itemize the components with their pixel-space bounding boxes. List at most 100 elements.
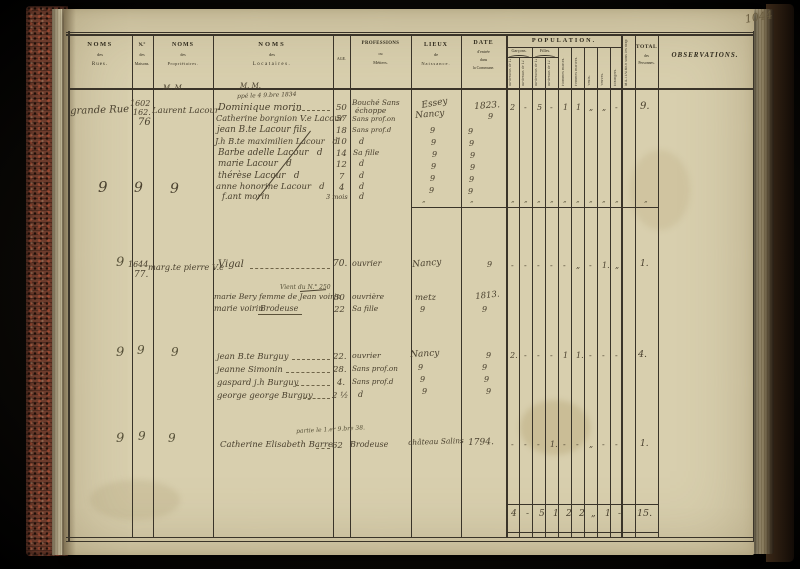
tenant-name: gaspard j.h Burguy bbox=[217, 377, 299, 387]
column-total: 4 bbox=[511, 509, 517, 519]
mm-annotation: M. M. bbox=[240, 82, 262, 90]
column-header-sub: Veufs. bbox=[588, 75, 591, 86]
column-total: - bbox=[526, 509, 530, 519]
profession-value: Sans prof.d bbox=[352, 377, 394, 386]
ditto-squiggle: 9 bbox=[116, 255, 125, 270]
population-count: - bbox=[563, 440, 566, 449]
table-rule bbox=[658, 34, 660, 537]
tenant-name: marie Bery femme de Jean voirin bbox=[214, 292, 342, 301]
page-stain bbox=[90, 480, 180, 520]
table-rule bbox=[558, 47, 559, 537]
ditto-squiggle: 9 bbox=[420, 375, 426, 384]
ditto-mark: „ bbox=[615, 196, 619, 204]
column-header-professions: Métiers. bbox=[373, 60, 388, 65]
profession-value: Sans prof.on bbox=[352, 115, 396, 123]
ditto-squiggle: 9 bbox=[429, 186, 435, 195]
column-header-sub: Hommes mariés. bbox=[562, 57, 565, 86]
ditto-squiggle: 9 bbox=[486, 387, 492, 396]
tenant-name: marie voirin bbox=[214, 304, 264, 313]
population-count: - bbox=[537, 261, 540, 270]
population-count: - bbox=[524, 351, 527, 360]
column-header-date: la Commune. bbox=[472, 65, 495, 70]
tenant-name: george george Burguy bbox=[217, 390, 313, 400]
column-total: - bbox=[618, 509, 622, 519]
ditto-squiggle: 9 bbox=[470, 163, 476, 172]
mm-annotation: M. M. bbox=[163, 84, 185, 92]
profession-value: Sa fille bbox=[352, 304, 379, 313]
table-rule bbox=[66, 537, 754, 539]
profession-value: Sans prof.on bbox=[352, 364, 398, 373]
ditto-squiggle: 9 bbox=[134, 180, 143, 196]
column-header-professions: ou bbox=[378, 51, 383, 56]
table-rule bbox=[350, 34, 351, 537]
entry-date: 1823. bbox=[473, 100, 501, 112]
ditto-squiggle: 9 bbox=[468, 187, 474, 196]
tenant-name: Catherine borgnion V.e Lacour bbox=[216, 113, 344, 123]
ditto-mark: d bbox=[359, 170, 365, 180]
population-count: 5 bbox=[537, 103, 543, 112]
column-header-sub: Étrangers. bbox=[614, 68, 617, 87]
leader-dashes bbox=[292, 110, 330, 111]
table-rule bbox=[752, 31, 754, 541]
table-rule bbox=[68, 88, 753, 90]
tenant-name: jean B.te Burguy bbox=[217, 351, 289, 361]
tenant-name: jean B.te Lacour fils bbox=[217, 124, 307, 135]
age-value: 10 bbox=[336, 137, 347, 147]
leader-dashes bbox=[296, 385, 330, 386]
column-total: 1 bbox=[605, 509, 611, 519]
birthplace: metz bbox=[415, 293, 436, 303]
leader-dashes bbox=[292, 359, 330, 360]
column-header-lieux: de bbox=[433, 52, 439, 57]
age-value: 62 bbox=[332, 441, 343, 451]
birthplace: château Salins bbox=[407, 436, 464, 447]
header-brace bbox=[508, 55, 530, 58]
table-rule bbox=[635, 34, 636, 537]
ditto-squiggle: 9 bbox=[430, 126, 436, 135]
column-header-rues: Rues. bbox=[91, 62, 109, 67]
ditto-mark: d bbox=[359, 159, 365, 168]
population-count: - bbox=[576, 440, 579, 449]
profession-value: Bouché Sans bbox=[352, 98, 400, 107]
column-header-maisons: N.° bbox=[138, 43, 146, 48]
ditto-squiggle: 9 bbox=[418, 363, 424, 372]
table-rule bbox=[506, 57, 558, 58]
age-value: 18 bbox=[336, 125, 347, 136]
profession-value: ouvrier bbox=[352, 259, 382, 268]
entry-date: 1794. bbox=[467, 437, 495, 448]
table-rule bbox=[545, 57, 546, 537]
ditto-mark: „ bbox=[602, 196, 606, 204]
column-header-professions: PROFESSIONS bbox=[361, 41, 400, 46]
ditto-mark: „ bbox=[524, 196, 528, 204]
age-value: 3 mois bbox=[326, 193, 348, 201]
population-count: - bbox=[511, 440, 514, 449]
table-rule bbox=[333, 34, 334, 537]
ditto-squiggle: 9 bbox=[170, 181, 179, 197]
column-header-date: DATE bbox=[473, 40, 494, 46]
column-header-date: dans bbox=[479, 57, 488, 62]
column-header-sub: Femmes mariées. bbox=[575, 56, 578, 86]
population-count: - bbox=[615, 440, 618, 449]
ditto-squiggle: 9 bbox=[171, 345, 179, 359]
ditto-squiggle: 9 bbox=[487, 260, 493, 269]
tenant-name: marie Lacour d bbox=[218, 159, 292, 169]
age-value: 50 bbox=[334, 293, 345, 303]
table-rule bbox=[597, 47, 598, 537]
age-value: 57 bbox=[336, 114, 347, 124]
margin-note: Vient du N.° 250 bbox=[280, 284, 331, 291]
age-value: 7 bbox=[339, 171, 345, 182]
column-total: 2 bbox=[579, 509, 585, 519]
total-count: 4. bbox=[638, 349, 648, 360]
ditto-squiggle: 9 bbox=[488, 112, 494, 121]
age-value: 4. bbox=[337, 378, 346, 388]
table-rule bbox=[506, 47, 622, 48]
population-count: - bbox=[537, 351, 540, 360]
underline bbox=[258, 314, 302, 315]
column-header-locataires: des bbox=[269, 52, 275, 57]
page-stain bbox=[520, 400, 590, 455]
population-count: - bbox=[589, 351, 592, 360]
register-page bbox=[64, 9, 754, 555]
grand-total: 15. bbox=[637, 508, 653, 519]
ditto-mark: d bbox=[359, 192, 365, 201]
table-rule bbox=[571, 47, 572, 537]
column-header-observations: OBSERVATIONS. bbox=[671, 51, 739, 59]
